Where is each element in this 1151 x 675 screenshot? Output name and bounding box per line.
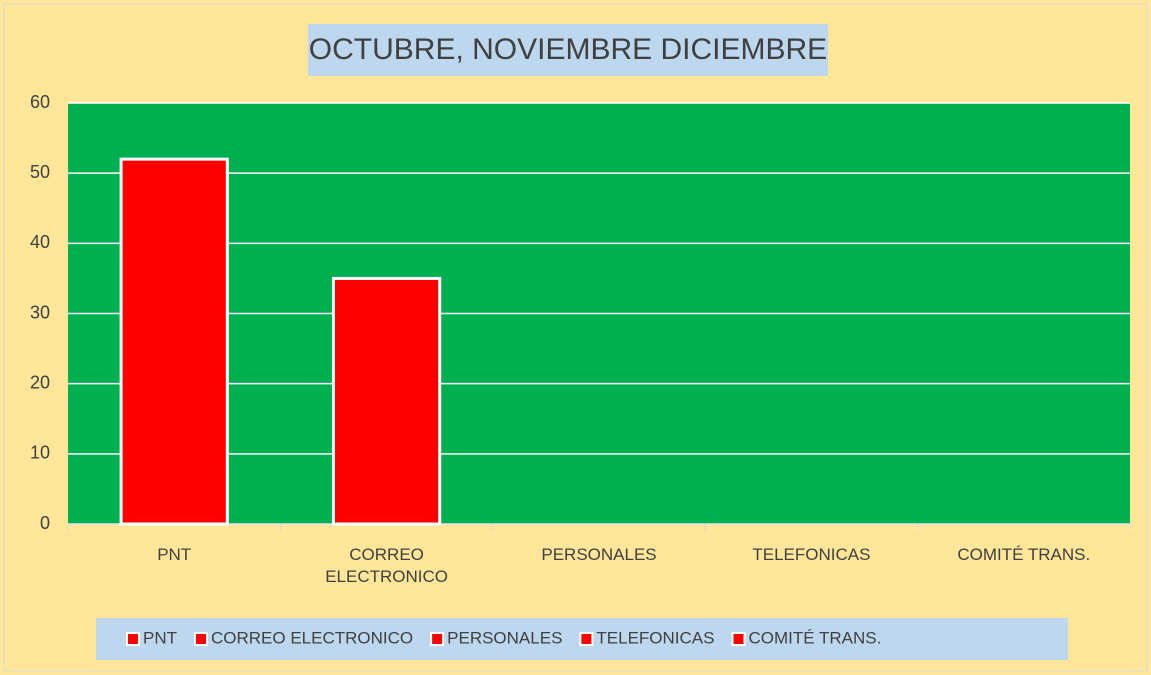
y-tick-label: 10 [30,443,50,463]
y-tick-label: 50 [30,162,50,182]
chart-title: OCTUBRE, NOVIEMBRE DICIEMBRE [309,33,827,66]
y-tick-label: 30 [30,302,50,322]
legend-marker [579,632,594,646]
title-box [308,24,828,76]
bar [332,276,442,526]
legend-label: PERSONALES [447,628,562,647]
legend-label: TELEFONICAS [596,628,714,647]
y-tick-label: 40 [30,232,50,252]
legend-marker [430,632,445,646]
legend-marker [126,632,140,646]
y-tick-label: 0 [40,513,50,533]
legend-label: COMITÉ TRANS. [749,628,882,647]
x-tick-label: PNT [157,545,192,564]
legend-marker [194,632,208,646]
legend-label: PNT [143,628,177,647]
x-tick-label: COMITÉ TRANS. [957,545,1091,564]
bar [119,157,229,526]
x-tick-label: CORREO ELECTRONICO [325,545,448,586]
y-tick-label: 20 [30,372,50,392]
y-tick-label: 60 [30,92,50,112]
x-tick-label: TELEFONICAS [752,545,871,564]
legend-marker [731,632,746,646]
chart-border [3,3,1148,672]
x-tick-label: PERSONALES [541,545,657,564]
legend-label: CORREO ELECTRONICO [211,628,413,647]
